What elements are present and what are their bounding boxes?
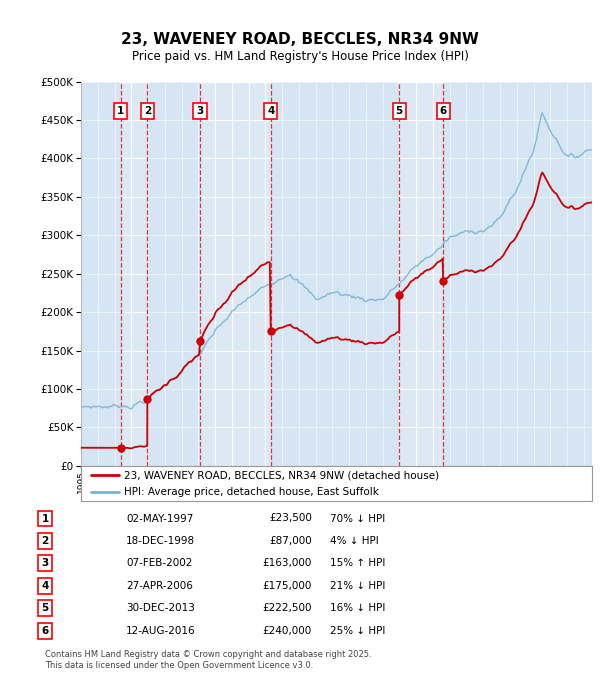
Text: £240,000: £240,000 bbox=[263, 626, 312, 636]
Text: 15% ↑ HPI: 15% ↑ HPI bbox=[330, 558, 385, 568]
Text: 25% ↓ HPI: 25% ↓ HPI bbox=[330, 626, 385, 636]
Text: 70% ↓ HPI: 70% ↓ HPI bbox=[330, 513, 385, 524]
Text: 3: 3 bbox=[41, 558, 49, 568]
Text: 4: 4 bbox=[267, 106, 274, 116]
Bar bbox=[271, 82, 399, 466]
Text: £87,000: £87,000 bbox=[269, 536, 312, 546]
Text: 02-MAY-1997: 02-MAY-1997 bbox=[126, 513, 193, 524]
Text: 27-APR-2006: 27-APR-2006 bbox=[126, 581, 193, 591]
Text: 23, WAVENEY ROAD, BECCLES, NR34 9NW: 23, WAVENEY ROAD, BECCLES, NR34 9NW bbox=[121, 32, 479, 47]
Text: Contains HM Land Registry data © Crown copyright and database right 2025.
This d: Contains HM Land Registry data © Crown c… bbox=[45, 650, 371, 670]
Text: 18-DEC-1998: 18-DEC-1998 bbox=[126, 536, 195, 546]
Text: 2: 2 bbox=[144, 106, 151, 116]
Text: 6: 6 bbox=[440, 106, 447, 116]
Text: 4% ↓ HPI: 4% ↓ HPI bbox=[330, 536, 379, 546]
Text: 2: 2 bbox=[41, 536, 49, 546]
Text: Price paid vs. HM Land Registry's House Price Index (HPI): Price paid vs. HM Land Registry's House … bbox=[131, 50, 469, 63]
Bar bbox=[443, 82, 592, 466]
Text: 16% ↓ HPI: 16% ↓ HPI bbox=[330, 603, 385, 613]
Text: £163,000: £163,000 bbox=[263, 558, 312, 568]
Text: 21% ↓ HPI: 21% ↓ HPI bbox=[330, 581, 385, 591]
Text: £175,000: £175,000 bbox=[263, 581, 312, 591]
Text: 30-DEC-2013: 30-DEC-2013 bbox=[126, 603, 195, 613]
Text: 12-AUG-2016: 12-AUG-2016 bbox=[126, 626, 196, 636]
Text: 1: 1 bbox=[117, 106, 124, 116]
Bar bbox=[148, 82, 200, 466]
Text: 07-FEB-2002: 07-FEB-2002 bbox=[126, 558, 193, 568]
Text: 1: 1 bbox=[41, 513, 49, 524]
Bar bbox=[81, 82, 121, 466]
Text: HPI: Average price, detached house, East Suffolk: HPI: Average price, detached house, East… bbox=[124, 488, 379, 497]
Text: £222,500: £222,500 bbox=[263, 603, 312, 613]
Text: 23, WAVENEY ROAD, BECCLES, NR34 9NW (detached house): 23, WAVENEY ROAD, BECCLES, NR34 9NW (det… bbox=[124, 471, 440, 480]
Text: 5: 5 bbox=[395, 106, 403, 116]
Text: 5: 5 bbox=[41, 603, 49, 613]
Text: 6: 6 bbox=[41, 626, 49, 636]
Text: 4: 4 bbox=[41, 581, 49, 591]
Text: £23,500: £23,500 bbox=[269, 513, 312, 524]
Text: 3: 3 bbox=[196, 106, 203, 116]
